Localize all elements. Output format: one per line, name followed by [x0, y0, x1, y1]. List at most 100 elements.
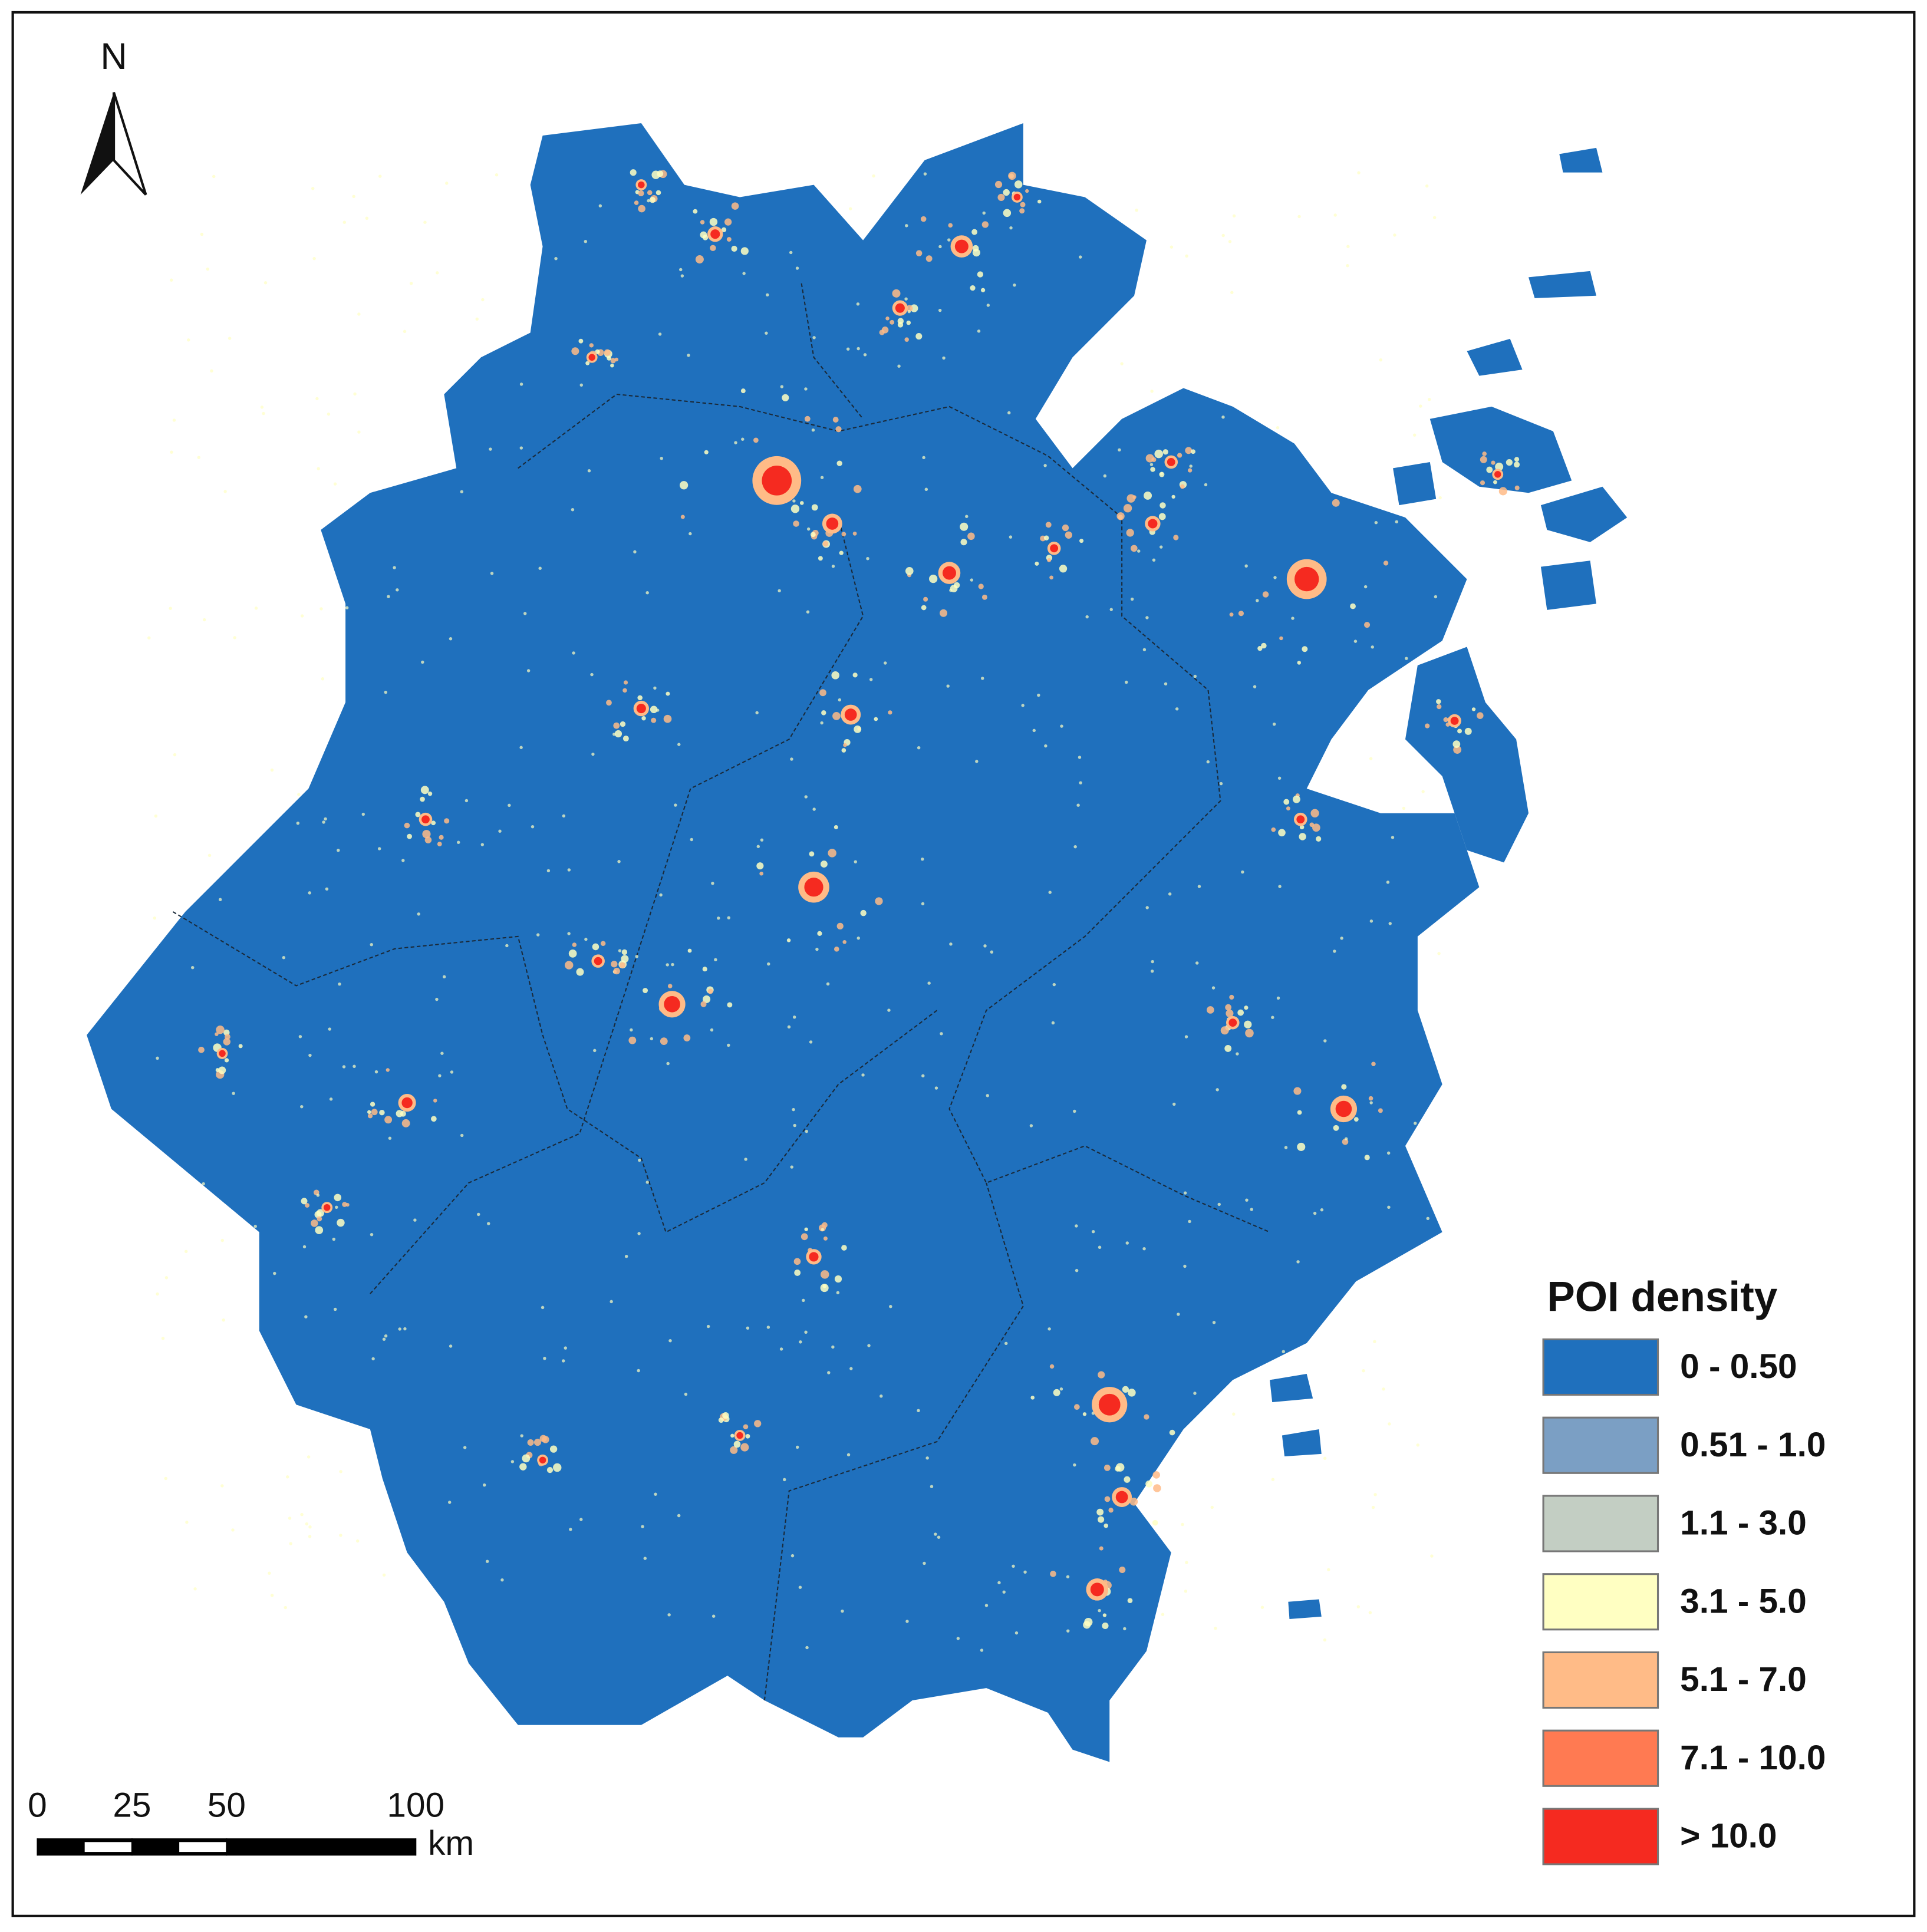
- speckle: [1371, 1505, 1375, 1509]
- speckle: [679, 481, 689, 490]
- speckle: [1244, 564, 1248, 568]
- speckle: [339, 1534, 342, 1537]
- speckle: [731, 202, 739, 210]
- speckle: [921, 1074, 925, 1078]
- speckle: [222, 1318, 225, 1322]
- speckle: [934, 1086, 938, 1090]
- speckle: [355, 1539, 360, 1543]
- speckle: [1296, 1260, 1300, 1264]
- speckle: [1075, 1224, 1078, 1228]
- speckle: [223, 490, 227, 493]
- speckle: [836, 1291, 840, 1294]
- speckle: [1220, 1026, 1229, 1035]
- speckle: [1206, 760, 1210, 764]
- speckle: [804, 387, 808, 391]
- speckle: [592, 943, 599, 951]
- speckle: [543, 1357, 546, 1360]
- speckle: [854, 725, 862, 733]
- speckle: [147, 636, 151, 640]
- speckle: [1438, 496, 1442, 500]
- speckle: [308, 1053, 312, 1057]
- speckle: [835, 426, 842, 433]
- speckle: [733, 1440, 741, 1448]
- speckle: [198, 1046, 205, 1053]
- speckle: [1211, 986, 1216, 990]
- speckle: [1066, 1629, 1070, 1633]
- speckle: [1172, 1102, 1176, 1106]
- speckle: [1244, 1005, 1249, 1010]
- speckle: [1098, 1516, 1105, 1523]
- speckle: [308, 1525, 312, 1529]
- speckle: [203, 618, 206, 622]
- speckle: [677, 1514, 681, 1518]
- speckle: [700, 231, 707, 239]
- speckle: [922, 456, 925, 460]
- speckle: [1278, 829, 1286, 837]
- island: [1405, 647, 1529, 863]
- speckle: [1124, 1476, 1131, 1483]
- speckle: [1226, 1009, 1234, 1017]
- speckle: [450, 1070, 454, 1074]
- speckle: [223, 1038, 230, 1046]
- hotspot: [762, 466, 792, 496]
- speckle: [1108, 1508, 1114, 1513]
- speckle: [1273, 576, 1277, 579]
- speckle: [187, 338, 190, 342]
- speckle: [1297, 1110, 1302, 1115]
- speckle: [1184, 1035, 1188, 1038]
- speckle: [890, 319, 895, 325]
- speckle: [717, 916, 720, 920]
- speckle: [970, 285, 976, 291]
- speckle: [481, 298, 485, 302]
- speckle: [610, 358, 616, 364]
- speckle: [433, 1099, 437, 1103]
- speckle: [298, 1035, 302, 1038]
- speckle: [1341, 1084, 1347, 1090]
- north-label: N: [100, 36, 127, 77]
- speckle: [834, 1275, 842, 1283]
- speckle: [1425, 184, 1429, 188]
- speckle: [367, 1110, 371, 1114]
- speckle: [224, 1058, 229, 1063]
- speckle: [357, 312, 361, 316]
- speckle: [806, 527, 811, 531]
- speckle: [212, 174, 216, 179]
- speckle: [361, 812, 365, 816]
- speckle: [1278, 885, 1282, 888]
- speckle: [1169, 1429, 1175, 1436]
- speckle: [910, 304, 918, 312]
- speckle: [567, 932, 571, 935]
- speckle: [1137, 549, 1141, 553]
- speckle: [827, 1371, 831, 1374]
- speckle: [154, 814, 158, 818]
- speckle: [202, 1182, 205, 1186]
- speckle: [967, 532, 975, 540]
- speckle: [1310, 809, 1319, 817]
- speckle: [690, 838, 693, 842]
- speckle: [1238, 611, 1244, 616]
- speckle: [584, 938, 588, 941]
- hotspot: [942, 566, 956, 580]
- speckle: [571, 508, 575, 512]
- speckle: [734, 441, 737, 444]
- speckle: [378, 174, 382, 178]
- speckle: [677, 743, 681, 746]
- speckle: [1059, 565, 1068, 573]
- speckle: [549, 1445, 558, 1453]
- speckle: [1302, 646, 1308, 652]
- legend-label: 5.1 - 7.0: [1680, 1660, 1807, 1699]
- speckle: [805, 1646, 809, 1650]
- speckle: [1048, 1327, 1051, 1331]
- speckle: [367, 1113, 373, 1119]
- speckle: [1364, 622, 1371, 628]
- speckle: [215, 1032, 219, 1036]
- speckle: [940, 609, 948, 617]
- speckle: [1283, 799, 1290, 805]
- speckle: [980, 677, 984, 680]
- speckle: [262, 411, 265, 416]
- speckle: [218, 1066, 226, 1074]
- speckle: [740, 388, 746, 394]
- speckle: [613, 967, 620, 975]
- speckle: [831, 1345, 835, 1349]
